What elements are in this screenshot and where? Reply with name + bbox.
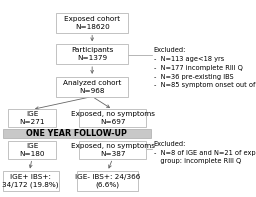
FancyBboxPatch shape xyxy=(56,13,128,33)
FancyBboxPatch shape xyxy=(8,141,56,159)
Text: Participants
N=1379: Participants N=1379 xyxy=(71,47,113,61)
Text: IGE- IBS+: 24/366
(6.6%): IGE- IBS+: 24/366 (6.6%) xyxy=(75,174,140,189)
FancyBboxPatch shape xyxy=(79,109,146,127)
Text: IGE
N=180: IGE N=180 xyxy=(19,143,45,157)
FancyBboxPatch shape xyxy=(56,44,128,64)
FancyBboxPatch shape xyxy=(3,129,151,138)
FancyBboxPatch shape xyxy=(79,141,146,159)
Text: ONE YEAR FOLLOW-UP: ONE YEAR FOLLOW-UP xyxy=(26,129,127,138)
Text: Exposed, no symptoms
N=387: Exposed, no symptoms N=387 xyxy=(71,143,155,157)
Text: IGE+ IBS+:
34/172 (19.8%): IGE+ IBS+: 34/172 (19.8%) xyxy=(3,174,59,189)
Text: Exposed cohort
N=18620: Exposed cohort N=18620 xyxy=(64,16,120,30)
FancyBboxPatch shape xyxy=(3,171,59,191)
Text: Analyzed cohort
N=968: Analyzed cohort N=968 xyxy=(63,80,121,94)
Text: IGE
N=271: IGE N=271 xyxy=(19,111,45,125)
FancyBboxPatch shape xyxy=(77,171,138,191)
Text: Exposed, no symptoms
N=697: Exposed, no symptoms N=697 xyxy=(71,111,155,125)
Text: Excluded:
-  N=8 of IGE and N=21 of exposed
   group: incomplete RIII Q: Excluded: - N=8 of IGE and N=21 of expos… xyxy=(154,141,256,164)
FancyBboxPatch shape xyxy=(8,109,56,127)
Text: Excluded:
-  N=113 age<18 yrs
-  N=177 incomplete RIII Q
-  N=36 pre-existing IB: Excluded: - N=113 age<18 yrs - N=177 inc… xyxy=(154,47,256,88)
FancyBboxPatch shape xyxy=(56,77,128,97)
